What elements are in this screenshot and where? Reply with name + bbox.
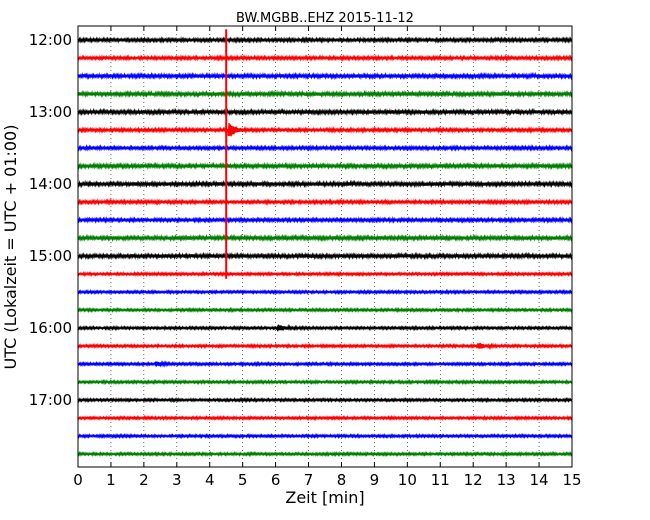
x-tick-label: 8	[337, 471, 347, 489]
seismic-trace	[77, 36, 573, 44]
y-axis-label: UTC (Lokalzeit = UTC + 01:00)	[1, 124, 20, 370]
seismic-trace	[77, 179, 573, 189]
x-tick-label: 13	[497, 471, 516, 489]
seismic-trace	[77, 306, 573, 314]
y-tick-label: 15:00	[29, 247, 72, 265]
seismic-trace	[77, 107, 573, 117]
seismic-trace	[77, 54, 573, 62]
y-tick-label: 12:00	[29, 31, 72, 49]
x-tick-label: 9	[370, 471, 380, 489]
x-tick-label: 5	[238, 471, 248, 489]
seismic-trace	[77, 396, 573, 404]
seismic-trace	[77, 89, 573, 99]
seismic-trace	[77, 122, 573, 137]
x-tick-label: 10	[398, 471, 417, 489]
x-tick-label: 6	[271, 471, 281, 489]
x-tick-label: 2	[139, 471, 149, 489]
x-tick-label: 4	[205, 471, 215, 489]
x-tick-label: 3	[172, 471, 182, 489]
trace-group	[77, 36, 573, 458]
plot-frame	[77, 25, 573, 468]
seismic-trace	[77, 323, 573, 332]
x-axis-label: Zeit [min]	[285, 488, 365, 507]
seismic-trace	[77, 360, 573, 368]
x-tick-label: 0	[73, 471, 83, 489]
seismic-trace	[77, 288, 573, 296]
seismic-trace	[77, 270, 573, 278]
x-tick-label: 12	[464, 471, 483, 489]
seismic-trace	[77, 414, 573, 422]
seismic-trace	[77, 342, 573, 350]
seismic-trace	[77, 251, 573, 261]
seismic-trace	[77, 144, 573, 152]
y-tick-label: 16:00	[29, 319, 72, 337]
seismic-trace	[77, 450, 573, 458]
seismic-trace	[77, 71, 573, 81]
seismic-trace	[77, 216, 573, 224]
y-tick-label: 17:00	[29, 391, 72, 409]
seismic-trace	[77, 161, 573, 171]
x-tick-label: 11	[431, 471, 450, 489]
x-tick-label: 15	[562, 471, 581, 489]
y-tick-label: 14:00	[29, 175, 72, 193]
seismic-trace	[77, 233, 573, 243]
chart-title: BW.MGBB..EHZ 2015-11-12	[236, 11, 414, 26]
seismic-trace	[77, 378, 573, 386]
axis-ticks: 0 1 2 3 4 5 6 7 8 9 10 11 12 13 14 1512:0013:0014:0015:…	[29, 26, 582, 489]
seismic-trace	[77, 432, 573, 440]
seismic-trace	[77, 198, 573, 206]
x-tick-label: 7	[304, 471, 314, 489]
x-tick-label: 1	[106, 471, 116, 489]
y-tick-label: 13:00	[29, 103, 72, 121]
x-tick-label: 14	[530, 471, 549, 489]
